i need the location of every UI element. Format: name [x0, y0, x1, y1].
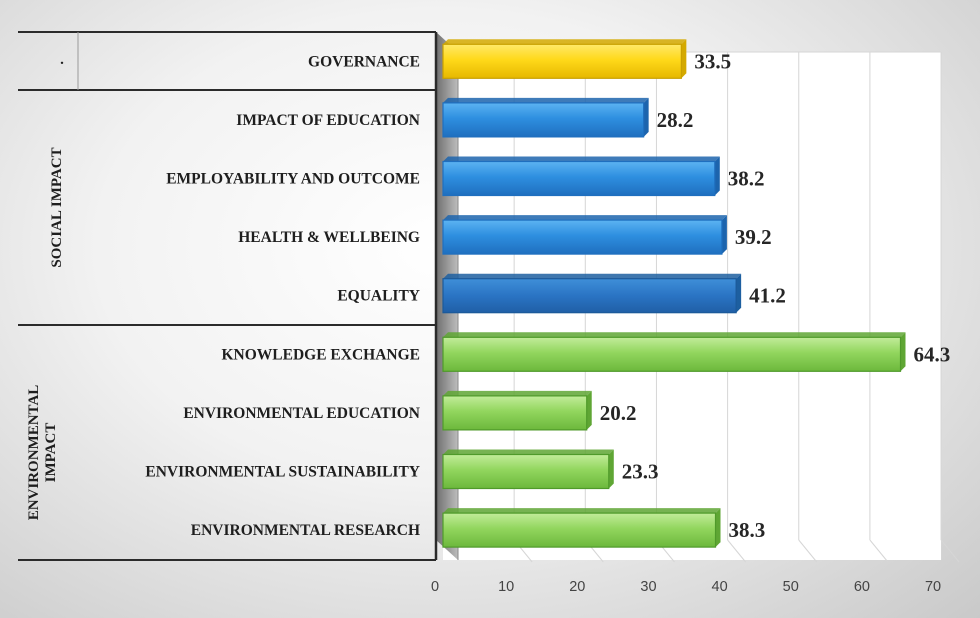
- bar-front-face: [442, 219, 723, 255]
- category-label-knowledge-exchange: KNOWLEDGE EXCHANGE: [221, 346, 420, 363]
- category-label-governance: GOVERNANCE: [308, 53, 420, 70]
- gridline-floor: [869, 539, 889, 563]
- bar-top-face: [443, 215, 727, 221]
- bar-environmental-sustainability: [442, 449, 614, 490]
- bar-front-face: [442, 395, 588, 431]
- group-label-governance: .: [60, 52, 64, 68]
- bar-end-face: [715, 508, 721, 548]
- bar-end-face: [736, 273, 742, 313]
- bar-impact-of-education: [442, 97, 649, 138]
- x-tick-label: 60: [854, 579, 870, 595]
- bar-knowledge-exchange: [442, 332, 906, 372]
- x-axis-ticks: 0 10 20 30 40 50 60 70: [431, 579, 941, 595]
- x-tick-label: 50: [783, 579, 799, 595]
- bar-top-face: [443, 39, 687, 45]
- bar-front-face: [442, 512, 717, 548]
- bar-top-face: [443, 508, 721, 514]
- gridline-floor: [940, 539, 960, 563]
- gridline-floor: [727, 539, 746, 563]
- bar-top-face: [443, 97, 649, 103]
- category-label-environmental-sustainability: ENVIRONMENTAL SUSTAINABILITY: [145, 464, 420, 481]
- data-label-environmental-education: 20.2: [600, 401, 637, 425]
- bar-health-wellbeing: [442, 215, 727, 255]
- group-label-social-impact: SOCIAL IMPACT: [49, 147, 65, 267]
- bar-end-face: [681, 39, 687, 79]
- bar-end-face: [714, 156, 720, 196]
- category-label-environmental-education: ENVIRONMENTAL EDUCATION: [183, 405, 420, 422]
- bar-end-face: [900, 332, 906, 372]
- x-tick-label: 40: [712, 579, 728, 595]
- group-label-line: ENVIRONMENTAL: [26, 385, 42, 521]
- bar-end-face: [586, 390, 592, 430]
- bar-top-face: [443, 390, 592, 396]
- bar-top-face: [443, 449, 614, 455]
- bar-front-face: [442, 160, 716, 197]
- bar-environmental-research: [442, 508, 721, 548]
- bar-front-face: [442, 43, 682, 79]
- category-table: GOVERNANCE IMPACT OF EDUCATION EMPLOYABILI…: [18, 31, 438, 561]
- gridline-floor: [798, 539, 818, 563]
- bar-end-face: [608, 449, 614, 489]
- data-label-environmental-sustainability: 23.3: [622, 460, 659, 484]
- x-tick-label: 70: [925, 579, 941, 595]
- bar-front-face: [442, 278, 737, 314]
- bar-end-face: [643, 97, 649, 137]
- bar-end-face: [721, 215, 727, 255]
- category-label-environmental-research: ENVIRONMENTAL RESEARCH: [191, 522, 420, 539]
- x-tick-label: 0: [431, 579, 439, 595]
- category-label-equality: EQUALITY: [337, 288, 420, 305]
- bar-front-face: [442, 453, 610, 490]
- bar-governance: [442, 39, 687, 79]
- data-label-environmental-research: 38.3: [729, 518, 766, 542]
- bar-equality: [442, 273, 742, 314]
- bar-front-face: [442, 102, 645, 138]
- category-label-employability-and-outcome: EMPLOYABILITY AND OUTCOME: [166, 171, 420, 188]
- bar-front-face: [442, 336, 902, 372]
- x-tick-label: 10: [498, 579, 514, 595]
- category-label-impact-of-education: IMPACT OF EDUCATION: [236, 112, 420, 129]
- group-label-line: IMPACT: [43, 423, 59, 483]
- data-label-equality: 41.2: [749, 284, 786, 308]
- data-label-governance: 33.5: [694, 49, 731, 73]
- bar-employability-and-outcome: [442, 156, 720, 197]
- data-label-knowledge-exchange: 64.3: [913, 342, 950, 366]
- data-label-health-wellbeing: 39.2: [735, 225, 772, 249]
- bars: [442, 39, 906, 548]
- x-tick-label: 30: [640, 579, 656, 595]
- data-label-employability-and-outcome: 38.2: [728, 167, 765, 191]
- bar-top-face: [443, 156, 720, 162]
- bar-top-face: [443, 332, 906, 338]
- x-tick-label: 20: [569, 579, 585, 595]
- category-label-health-wellbeing: HEALTH & WELLBEING: [238, 229, 420, 246]
- bar-top-face: [443, 273, 742, 279]
- bar-environmental-education: [442, 390, 592, 431]
- value-labels: 33.5 28.2 38.2 39.2 41.2 64.3 20.2 23.3 38.3: [600, 49, 951, 542]
- data-label-impact-of-education: 28.2: [657, 108, 694, 132]
- group-label-environmental-impact: ENVIRONMENTAL IMPACT: [26, 385, 59, 521]
